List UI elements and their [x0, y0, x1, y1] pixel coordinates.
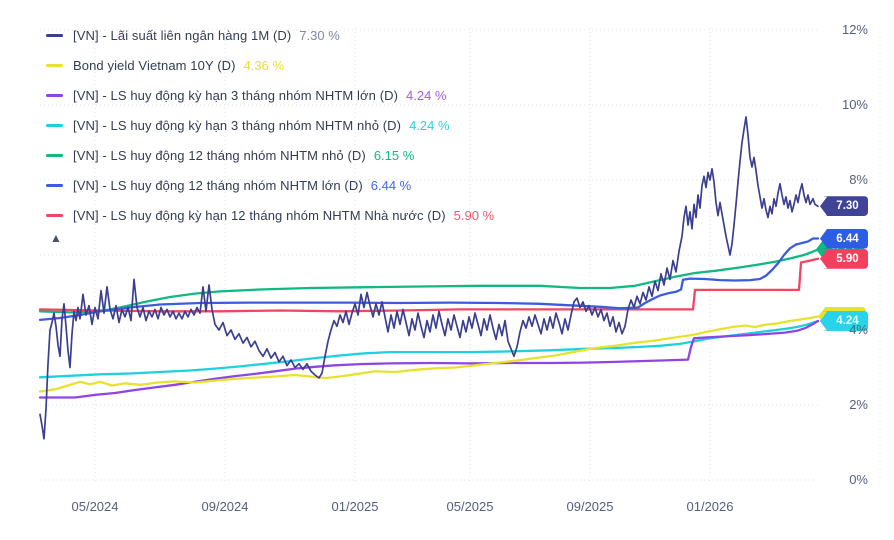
legend-current-value: 4.36 %: [243, 57, 285, 73]
legend-swatch-deposit-3m-small: [46, 123, 63, 127]
legend-label: [VN] - LS huy động kỳ hạn 12 tháng nhóm …: [73, 207, 446, 223]
legend-swatch-bond-yield-10y: [46, 63, 63, 67]
legend-item-deposit-3m-large[interactable]: [VN] - LS huy động kỳ hạn 3 tháng nhóm N…: [46, 80, 494, 110]
legend-label: [VN] - LS huy động 12 tháng nhóm NHTM lớ…: [73, 177, 363, 193]
legend-label: [VN] - LS huy động kỳ hạn 3 tháng nhóm N…: [73, 117, 402, 133]
price-badge-interbank-1m: 7.30: [820, 196, 868, 217]
legend-collapse-toggle[interactable]: ▲: [50, 231, 62, 245]
price-badge-value: 4.24: [836, 315, 859, 327]
legend-current-value: 6.15 %: [373, 147, 415, 163]
legend-swatch-deposit-12m-small: [46, 153, 63, 157]
legend-label: [VN] - Lãi suất liên ngân hàng 1M (D): [73, 27, 292, 43]
x-tick-label: 05/2025: [446, 499, 494, 514]
legend-item-interbank-1m[interactable]: [VN] - Lãi suất liên ngân hàng 1M (D) 7.3…: [46, 20, 494, 50]
legend-label: [VN] - LS huy động 12 tháng nhóm NHTM nh…: [73, 147, 366, 163]
x-tick-label: 01/2026: [686, 499, 734, 514]
price-badge-deposit-12m-state: 5.90: [820, 248, 868, 269]
y-tick-label: 4%: [849, 322, 868, 337]
series-line-deposit-12m-state[interactable]: [38, 257, 820, 313]
series-line-deposit-3m-large[interactable]: [38, 319, 820, 399]
price-badge-value: 7.30: [836, 200, 859, 213]
legend-item-deposit-3m-small[interactable]: [VN] - LS huy động kỳ hạn 3 tháng nhóm N…: [46, 110, 494, 140]
legend-current-value: 5.90 %: [453, 207, 495, 223]
x-tick-label: 01/2025: [331, 499, 379, 514]
y-tick-label: 12%: [841, 22, 868, 37]
legend-current-value: 6.44 %: [370, 177, 412, 193]
series-line-bond-yield-10y[interactable]: [38, 315, 820, 393]
legend: [VN] - Lãi suất liên ngân hàng 1M (D) 7.3…: [46, 20, 494, 230]
x-tick-label: 09/2025: [566, 499, 614, 514]
y-tick-label: 8%: [849, 172, 868, 187]
x-tick-label: 05/2024: [71, 499, 119, 514]
legend-current-value: 4.24 %: [406, 87, 447, 103]
series-line-interbank-1m[interactable]: [39, 116, 819, 440]
legend-item-deposit-12m-large[interactable]: [VN] - LS huy động 12 tháng nhóm NHTM lớ…: [46, 170, 494, 200]
legend-current-value: 4.24 %: [409, 117, 450, 133]
series-line-deposit-12m-large[interactable]: [38, 237, 820, 322]
legend-swatch-interbank-1m: [46, 33, 63, 37]
y-tick-label: 0%: [849, 472, 868, 487]
legend-swatch-deposit-3m-large: [46, 93, 63, 97]
y-tick-label: 2%: [849, 397, 868, 412]
price-badge-deposit-12m-large: 6.44: [820, 228, 868, 249]
price-badge-value: 5.90: [836, 252, 859, 265]
legend-label: Bond yield Vietnam 10Y (D): [73, 57, 236, 73]
series-line-deposit-3m-small[interactable]: [38, 319, 820, 379]
legend-swatch-deposit-12m-state: [46, 213, 63, 217]
x-tick-label: 09/2024: [201, 499, 249, 514]
legend-item-bond-yield-10y[interactable]: Bond yield Vietnam 10Y (D) 4.36 %: [46, 50, 494, 80]
price-badge-value: 6.44: [836, 232, 859, 245]
price-badge-deposit-3m-small: 4.24: [820, 311, 868, 331]
legend-label: [VN] - LS huy động kỳ hạn 3 tháng nhóm N…: [73, 87, 399, 103]
legend-item-deposit-12m-small[interactable]: [VN] - LS huy động 12 tháng nhóm NHTM nh…: [46, 140, 494, 170]
legend-swatch-deposit-12m-large: [46, 183, 63, 187]
legend-current-value: 7.30 %: [299, 27, 340, 43]
y-tick-label: 10%: [841, 97, 868, 112]
legend-item-deposit-12m-state[interactable]: [VN] - LS huy động kỳ hạn 12 tháng nhóm …: [46, 200, 494, 230]
series-line-deposit-12m-small[interactable]: [38, 248, 820, 314]
